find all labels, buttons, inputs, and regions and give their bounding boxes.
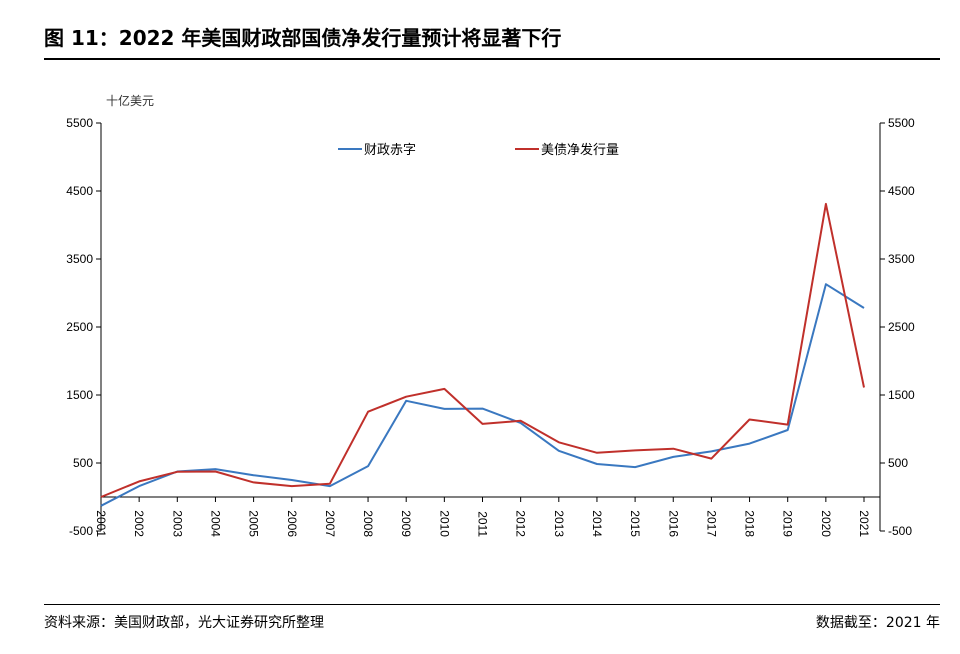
x-tick-label: 2020: [819, 510, 833, 537]
legend-label-2: 美债净发行量: [541, 142, 619, 158]
right-y-tick-label: -500: [888, 524, 912, 538]
x-tick-label: 2001: [94, 510, 108, 537]
left-y-tick-label: 3500: [66, 252, 93, 266]
x-tick-label: 2007: [323, 510, 337, 537]
x-tick-label: 2012: [514, 510, 528, 537]
x-tick-label: 2016: [666, 510, 680, 537]
series-line-1: [100, 283, 865, 507]
left-y-tick-label: 5500: [66, 116, 93, 130]
left-y-tick-label: 4500: [66, 184, 93, 198]
left-y-tick-label: -500: [69, 524, 93, 538]
x-tick-label: 2005: [247, 510, 261, 537]
x-tick-label: 2018: [743, 510, 757, 537]
x-tick-label: 2014: [590, 510, 604, 537]
x-tick-label: 2009: [399, 510, 413, 537]
x-tick-label: 2006: [285, 510, 299, 537]
left-y-tick-label: 2500: [66, 320, 93, 334]
x-tick-label: 2019: [781, 510, 795, 537]
source-note: 资料来源：美国财政部，光大证券研究所整理: [44, 615, 324, 631]
chart-legend: 财政赤字 美债净发行量: [338, 142, 619, 158]
right-y-tick-label: 1500: [888, 388, 915, 402]
left-y-tick-label: 500: [73, 456, 93, 470]
x-tick-label: 2010: [437, 510, 451, 537]
x-tick-label: 2015: [628, 510, 642, 537]
right-y-tick-label: 5500: [888, 116, 915, 130]
x-tick-label: 2021: [857, 510, 871, 537]
legend-label-1: 财政赤字: [364, 143, 416, 158]
figure-title: 图 11：2022 年美国财政部国债净发行量预计将显著下行: [44, 26, 562, 50]
y-axis-unit-label: 十亿美元: [106, 93, 154, 108]
right-y-tick-label: 3500: [888, 252, 915, 266]
title-divider: [44, 58, 940, 60]
chart-plot-area: [100, 202, 865, 507]
x-tick-label: 2011: [476, 511, 490, 537]
x-tick-label: 2003: [170, 510, 184, 537]
data-as-of-note: 数据截至：2021 年: [815, 615, 940, 631]
x-tick-label: 2008: [361, 510, 375, 537]
x-tick-label: 2002: [132, 510, 146, 537]
series-line-2: [100, 202, 865, 498]
right-y-tick-label: 2500: [888, 320, 915, 334]
x-tick-label: 2013: [552, 510, 566, 537]
x-tick-label: 2004: [208, 510, 222, 537]
right-y-tick-label: 4500: [888, 184, 915, 198]
x-tick-label: 2017: [704, 510, 718, 537]
right-y-tick-label: 500: [888, 456, 908, 470]
footer-divider: [44, 604, 940, 605]
left-y-tick-label: 1500: [66, 388, 93, 402]
chart-axes: 十亿美元 5500 5500 4500 4500 3500 3500 2500 2500 1500…: [66, 93, 915, 538]
